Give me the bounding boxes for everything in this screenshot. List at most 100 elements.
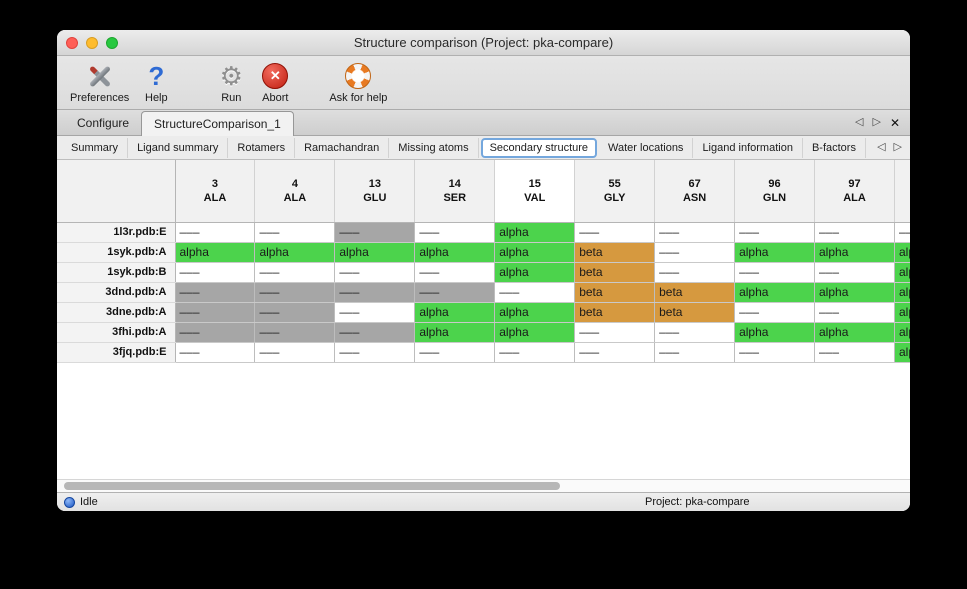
- cell-alpha[interactable]: alpha: [494, 242, 576, 263]
- cell-missing[interactable]: –––: [175, 302, 256, 323]
- column-header-15-val[interactable]: 15 VAL: [494, 160, 576, 223]
- cell-none[interactable]: –––: [414, 222, 496, 243]
- cell-none[interactable]: –––: [414, 342, 496, 363]
- cell-none[interactable]: –––: [574, 322, 656, 343]
- cell-alpha[interactable]: alpha: [814, 242, 895, 263]
- cell-missing[interactable]: –––: [175, 282, 256, 303]
- cell-none[interactable]: –––: [654, 322, 736, 343]
- cell-alpha[interactable]: alpha: [175, 242, 256, 263]
- cell-none[interactable]: –––: [175, 342, 256, 363]
- toolbar-button-help[interactable]: ? Help: [139, 61, 173, 104]
- cell-alpha[interactable]: alpha: [734, 282, 815, 303]
- minimize-window-button[interactable]: [86, 37, 98, 49]
- tab-structurecomparison-1[interactable]: StructureComparison_1: [141, 111, 294, 136]
- cell-none[interactable]: –––: [494, 282, 576, 303]
- cell-alpha[interactable]: alpha: [894, 242, 910, 263]
- cell-none[interactable]: –––: [175, 262, 256, 283]
- cell-alpha[interactable]: alpha: [494, 222, 576, 243]
- row-header-1syk-pdb-b[interactable]: 1syk.pdb:B: [57, 262, 176, 283]
- cell-alpha[interactable]: alpha: [894, 342, 910, 363]
- cell-alpha[interactable]: alpha: [894, 282, 910, 303]
- cell-none[interactable]: –––: [334, 302, 416, 323]
- subtab-ramachandran[interactable]: Ramachandran: [295, 137, 390, 158]
- cell-alpha[interactable]: alpha: [894, 302, 910, 323]
- row-header-3fhi-pdb-a[interactable]: 3fhi.pdb:A: [57, 322, 176, 343]
- cell-missing[interactable]: –––: [334, 282, 416, 303]
- title-bar[interactable]: Structure comparison (Project: pka-compa…: [57, 30, 910, 56]
- cell-alpha[interactable]: alpha: [334, 242, 416, 263]
- cell-missing[interactable]: –––: [254, 282, 336, 303]
- row-header-1syk-pdb-a[interactable]: 1syk.pdb:A: [57, 242, 176, 263]
- row-header-1l3r-pdb-e[interactable]: 1l3r.pdb:E: [57, 222, 176, 243]
- cell-none[interactable]: –––: [494, 342, 576, 363]
- cell-beta[interactable]: beta: [574, 262, 656, 283]
- toolbar-button-run[interactable]: ⚙ Run: [214, 61, 248, 104]
- cell-alpha[interactable]: alpha: [814, 282, 895, 303]
- subtab-b-factors[interactable]: B-factors: [803, 137, 866, 158]
- toolbar-button-preferences[interactable]: Preferences: [70, 61, 129, 104]
- cell-none[interactable]: –––: [334, 262, 416, 283]
- cell-alpha[interactable]: alpha: [734, 242, 815, 263]
- column-header-3-ala[interactable]: 3 ALA: [175, 160, 256, 223]
- cell-alpha[interactable]: alpha: [734, 322, 815, 343]
- tab-configure[interactable]: Configure: [77, 116, 130, 130]
- cell-missing[interactable]: –––: [334, 222, 416, 243]
- cell-alpha[interactable]: alpha: [494, 322, 576, 343]
- close-window-button[interactable]: [66, 37, 78, 49]
- cell-none[interactable]: –––: [814, 262, 895, 283]
- cell-none[interactable]: –––: [734, 222, 815, 243]
- cell-alpha[interactable]: alpha: [494, 302, 576, 323]
- cell-alpha[interactable]: alpha: [414, 242, 496, 263]
- cell-beta[interactable]: beta: [574, 242, 656, 263]
- cell-none[interactable]: –––: [734, 342, 815, 363]
- tab-close-icon[interactable]: ✕: [889, 115, 900, 130]
- cell-none[interactable]: –––: [654, 242, 736, 263]
- cell-beta[interactable]: beta: [574, 302, 656, 323]
- tab-scroll-left-icon[interactable]: ◁: [855, 116, 864, 128]
- cell-missing[interactable]: –––: [414, 282, 496, 303]
- cell-none[interactable]: –––: [175, 222, 256, 243]
- row-header-3fjq-pdb-e[interactable]: 3fjq.pdb:E: [57, 342, 176, 363]
- cell-beta[interactable]: beta: [574, 282, 656, 303]
- cell-none[interactable]: –––: [814, 342, 895, 363]
- cell-none[interactable]: –––: [254, 342, 336, 363]
- cell-none[interactable]: –––: [734, 262, 815, 283]
- cell-none[interactable]: –––: [574, 222, 656, 243]
- cell-alpha[interactable]: alpha: [814, 322, 895, 343]
- cell-none[interactable]: –––: [814, 302, 895, 323]
- cell-missing[interactable]: –––: [334, 322, 416, 343]
- cell-none[interactable]: –––: [414, 262, 496, 283]
- column-header-4-ala[interactable]: 4 ALA: [254, 160, 336, 223]
- zoom-window-button[interactable]: [106, 37, 118, 49]
- cell-none[interactable]: –––: [574, 342, 656, 363]
- cell-none[interactable]: –––: [254, 262, 336, 283]
- column-header-partial[interactable]: [894, 160, 910, 223]
- toolbar-button-abort[interactable]: ✕ Abort: [258, 61, 292, 104]
- column-header-97-ala[interactable]: 97 ALA: [814, 160, 895, 223]
- cell-none[interactable]: –––: [334, 342, 416, 363]
- toolbar-button-ask-for-help[interactable]: Ask for help: [329, 61, 387, 104]
- column-header-96-gln[interactable]: 96 GLN: [734, 160, 815, 223]
- subtab-ligand-summary[interactable]: Ligand summary: [128, 137, 229, 158]
- cell-none[interactable]: –––: [654, 222, 736, 243]
- cell-none[interactable]: –––: [734, 302, 815, 323]
- scrollbar-thumb[interactable]: [64, 482, 560, 490]
- cell-beta[interactable]: beta: [654, 282, 736, 303]
- cell-none[interactable]: –––: [894, 222, 910, 243]
- row-header-3dnd-pdb-a[interactable]: 3dnd.pdb:A: [57, 282, 176, 303]
- column-header-13-glu[interactable]: 13 GLU: [334, 160, 416, 223]
- cell-missing[interactable]: –––: [175, 322, 256, 343]
- cell-alpha[interactable]: alpha: [894, 262, 910, 283]
- cell-none[interactable]: –––: [814, 222, 895, 243]
- subtab-missing-atoms[interactable]: Missing atoms: [389, 137, 479, 158]
- subtab-summary[interactable]: Summary: [62, 137, 129, 158]
- subtab-secondary-structure[interactable]: Secondary structure: [480, 137, 598, 158]
- cell-alpha[interactable]: alpha: [894, 322, 910, 343]
- view-scroll-right-icon[interactable]: ▷: [893, 141, 902, 153]
- tab-scroll-right-icon[interactable]: ▷: [872, 116, 881, 128]
- cell-none[interactable]: –––: [254, 222, 336, 243]
- cell-alpha[interactable]: alpha: [414, 302, 496, 323]
- column-header-14-ser[interactable]: 14 SER: [414, 160, 496, 223]
- view-scroll-left-icon[interactable]: ◁: [877, 141, 886, 153]
- subtab-water-locations[interactable]: Water locations: [599, 137, 694, 158]
